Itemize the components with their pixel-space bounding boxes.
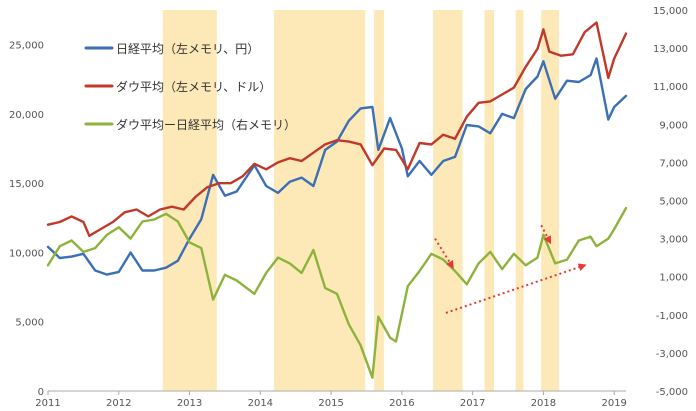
y-right-tick-label: 9,000 (659, 120, 688, 131)
legend-label: ダウ平均ー日経平均（右メモリ） (116, 117, 296, 132)
shaded-period (541, 10, 559, 391)
y-right-tick-label: -3,000 (656, 349, 688, 360)
y-left-tick-label: 25,000 (9, 41, 44, 52)
series-line-3 (46, 206, 628, 379)
y-right-tick-label: 5,000 (659, 197, 688, 208)
y-right-tick-label: -5,000 (656, 387, 688, 398)
x-tick-label: 2019 (601, 398, 626, 409)
y-left-tick-label: 0 (38, 387, 44, 398)
y-right-tick-label: 11,000 (653, 82, 688, 93)
x-tick-label: 2018 (531, 398, 556, 409)
shaded-period (484, 10, 495, 391)
legend-label: 日経平均（左メモリ、円） (116, 41, 259, 56)
y-left-tick-label: 20,000 (9, 110, 44, 121)
series-lines (46, 21, 628, 379)
y-right-tick-label: 13,000 (653, 44, 688, 55)
x-tick-label: 2012 (106, 398, 131, 409)
x-tick-label: 2014 (248, 398, 273, 409)
annotation-arrows (434, 224, 587, 314)
shaded-period (374, 10, 384, 391)
y-right-tick-label: 15,000 (653, 6, 688, 17)
x-tick-label: 2011 (35, 398, 60, 409)
x-tick-label: 2016 (389, 398, 414, 409)
shaded-period (273, 10, 366, 391)
y-left-tick-label: 15,000 (9, 179, 44, 190)
y-right-tick-label: 7,000 (659, 158, 688, 169)
y-right-tick-label: 3,000 (659, 235, 688, 246)
y-right-tick-label: 1,000 (659, 273, 688, 284)
annotation-arrow (445, 263, 587, 314)
y-left-tick-label: 5,000 (15, 318, 44, 329)
x-tick-label: 2017 (460, 398, 485, 409)
annotation-arrow (540, 224, 552, 245)
series-line-1 (46, 57, 628, 276)
axes: 2011 2012 2013 2014 2015 2016 2017 2018 2019 0 5,0… (9, 6, 688, 409)
shaded-period (515, 10, 524, 391)
x-tick-label: 2015 (318, 398, 343, 409)
shaded-period (162, 10, 217, 391)
shaded-period (433, 10, 463, 391)
y-left-tick-label: 10,000 (9, 248, 44, 259)
y-right-tick-label: -1,000 (656, 311, 688, 322)
shaded-periods (162, 10, 559, 391)
annotation-arrow (434, 238, 454, 269)
legend-label: ダウ平均（左メモリ、ドル） (116, 79, 271, 94)
x-tick-label: 2013 (177, 398, 202, 409)
legend: 日経平均（左メモリ、円） ダウ平均（左メモリ、ドル） ダウ平均ー日経平均（右メモリ） (84, 41, 296, 132)
series-line-2 (46, 21, 628, 237)
